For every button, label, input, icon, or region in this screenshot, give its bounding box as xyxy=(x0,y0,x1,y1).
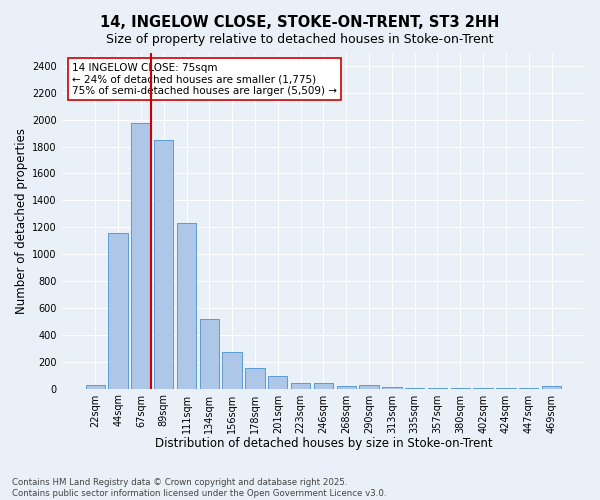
Bar xyxy=(245,368,265,388)
Bar xyxy=(223,352,242,389)
Y-axis label: Number of detached properties: Number of detached properties xyxy=(15,128,28,314)
Text: Contains HM Land Registry data © Crown copyright and database right 2025.
Contai: Contains HM Land Registry data © Crown c… xyxy=(12,478,386,498)
Bar xyxy=(359,385,379,388)
Bar xyxy=(177,223,196,388)
Bar xyxy=(200,318,219,388)
Text: 14 INGELOW CLOSE: 75sqm
← 24% of detached houses are smaller (1,775)
75% of semi: 14 INGELOW CLOSE: 75sqm ← 24% of detache… xyxy=(72,62,337,96)
Bar xyxy=(291,382,310,388)
Bar xyxy=(314,382,333,388)
Bar xyxy=(131,123,151,388)
Bar xyxy=(154,140,173,388)
Bar xyxy=(337,386,356,388)
Bar xyxy=(268,376,287,388)
Bar xyxy=(542,386,561,388)
X-axis label: Distribution of detached houses by size in Stoke-on-Trent: Distribution of detached houses by size … xyxy=(155,437,492,450)
Bar xyxy=(86,384,105,388)
Text: Size of property relative to detached houses in Stoke-on-Trent: Size of property relative to detached ho… xyxy=(106,32,494,46)
Text: 14, INGELOW CLOSE, STOKE-ON-TRENT, ST3 2HH: 14, INGELOW CLOSE, STOKE-ON-TRENT, ST3 2… xyxy=(100,15,500,30)
Bar xyxy=(109,232,128,388)
